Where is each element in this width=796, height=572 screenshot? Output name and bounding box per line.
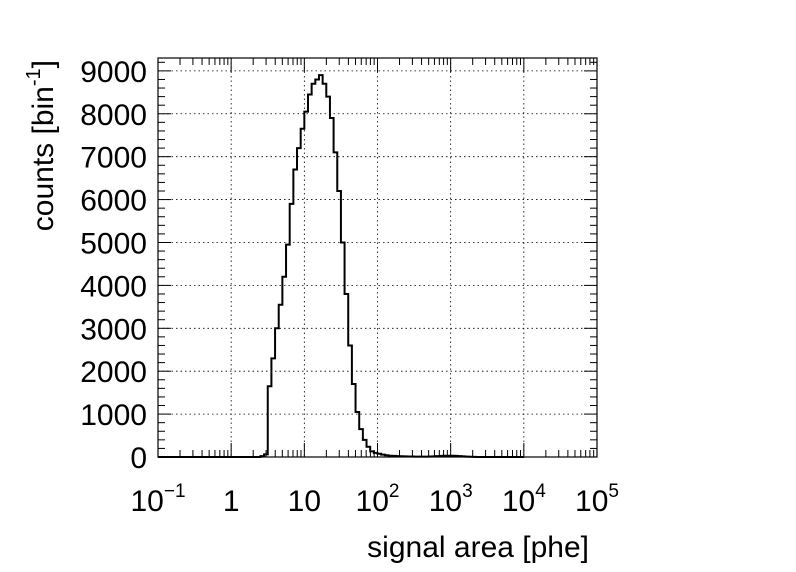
x-tick-label: 10−1	[130, 481, 185, 518]
y-tick-label: 8000	[80, 99, 147, 132]
y-tick-label: 2000	[80, 356, 147, 389]
y-axis-title-close: ]	[27, 60, 60, 68]
grid-lines	[158, 58, 597, 457]
y-axis-title: counts [bin-1]	[23, 60, 60, 231]
y-tick-label: 4000	[80, 270, 147, 303]
x-tick-label: 1	[223, 485, 240, 518]
y-tick-labels: 0 1000 2000 3000 4000 5000 6000 7000 8000 9000	[80, 56, 147, 475]
x-tick-label: 102	[356, 481, 400, 518]
y-tick-label: 9000	[80, 56, 147, 89]
y-tick-label: 0	[130, 442, 147, 475]
x-tick-label: 10	[288, 485, 321, 518]
x-axis-title: signal area [phe]	[367, 531, 589, 564]
histogram-series	[158, 74, 524, 458]
x-tick-labels: 10−1 1 10 102 103 104 105	[130, 481, 619, 518]
x-tick-label: 103	[429, 481, 473, 518]
y-tick-label: 1000	[80, 399, 147, 432]
y-axis-title-main: counts [bin	[27, 86, 60, 231]
y-axis-title-superscript: -1	[23, 68, 45, 86]
axis-ticks	[157, 58, 598, 458]
x-tick-label: 105	[575, 481, 619, 518]
y-tick-label: 6000	[80, 185, 147, 218]
y-tick-label: 3000	[80, 313, 147, 346]
y-tick-label: 7000	[80, 142, 147, 175]
y-tick-label: 5000	[80, 227, 147, 260]
x-tick-label: 104	[502, 481, 546, 518]
